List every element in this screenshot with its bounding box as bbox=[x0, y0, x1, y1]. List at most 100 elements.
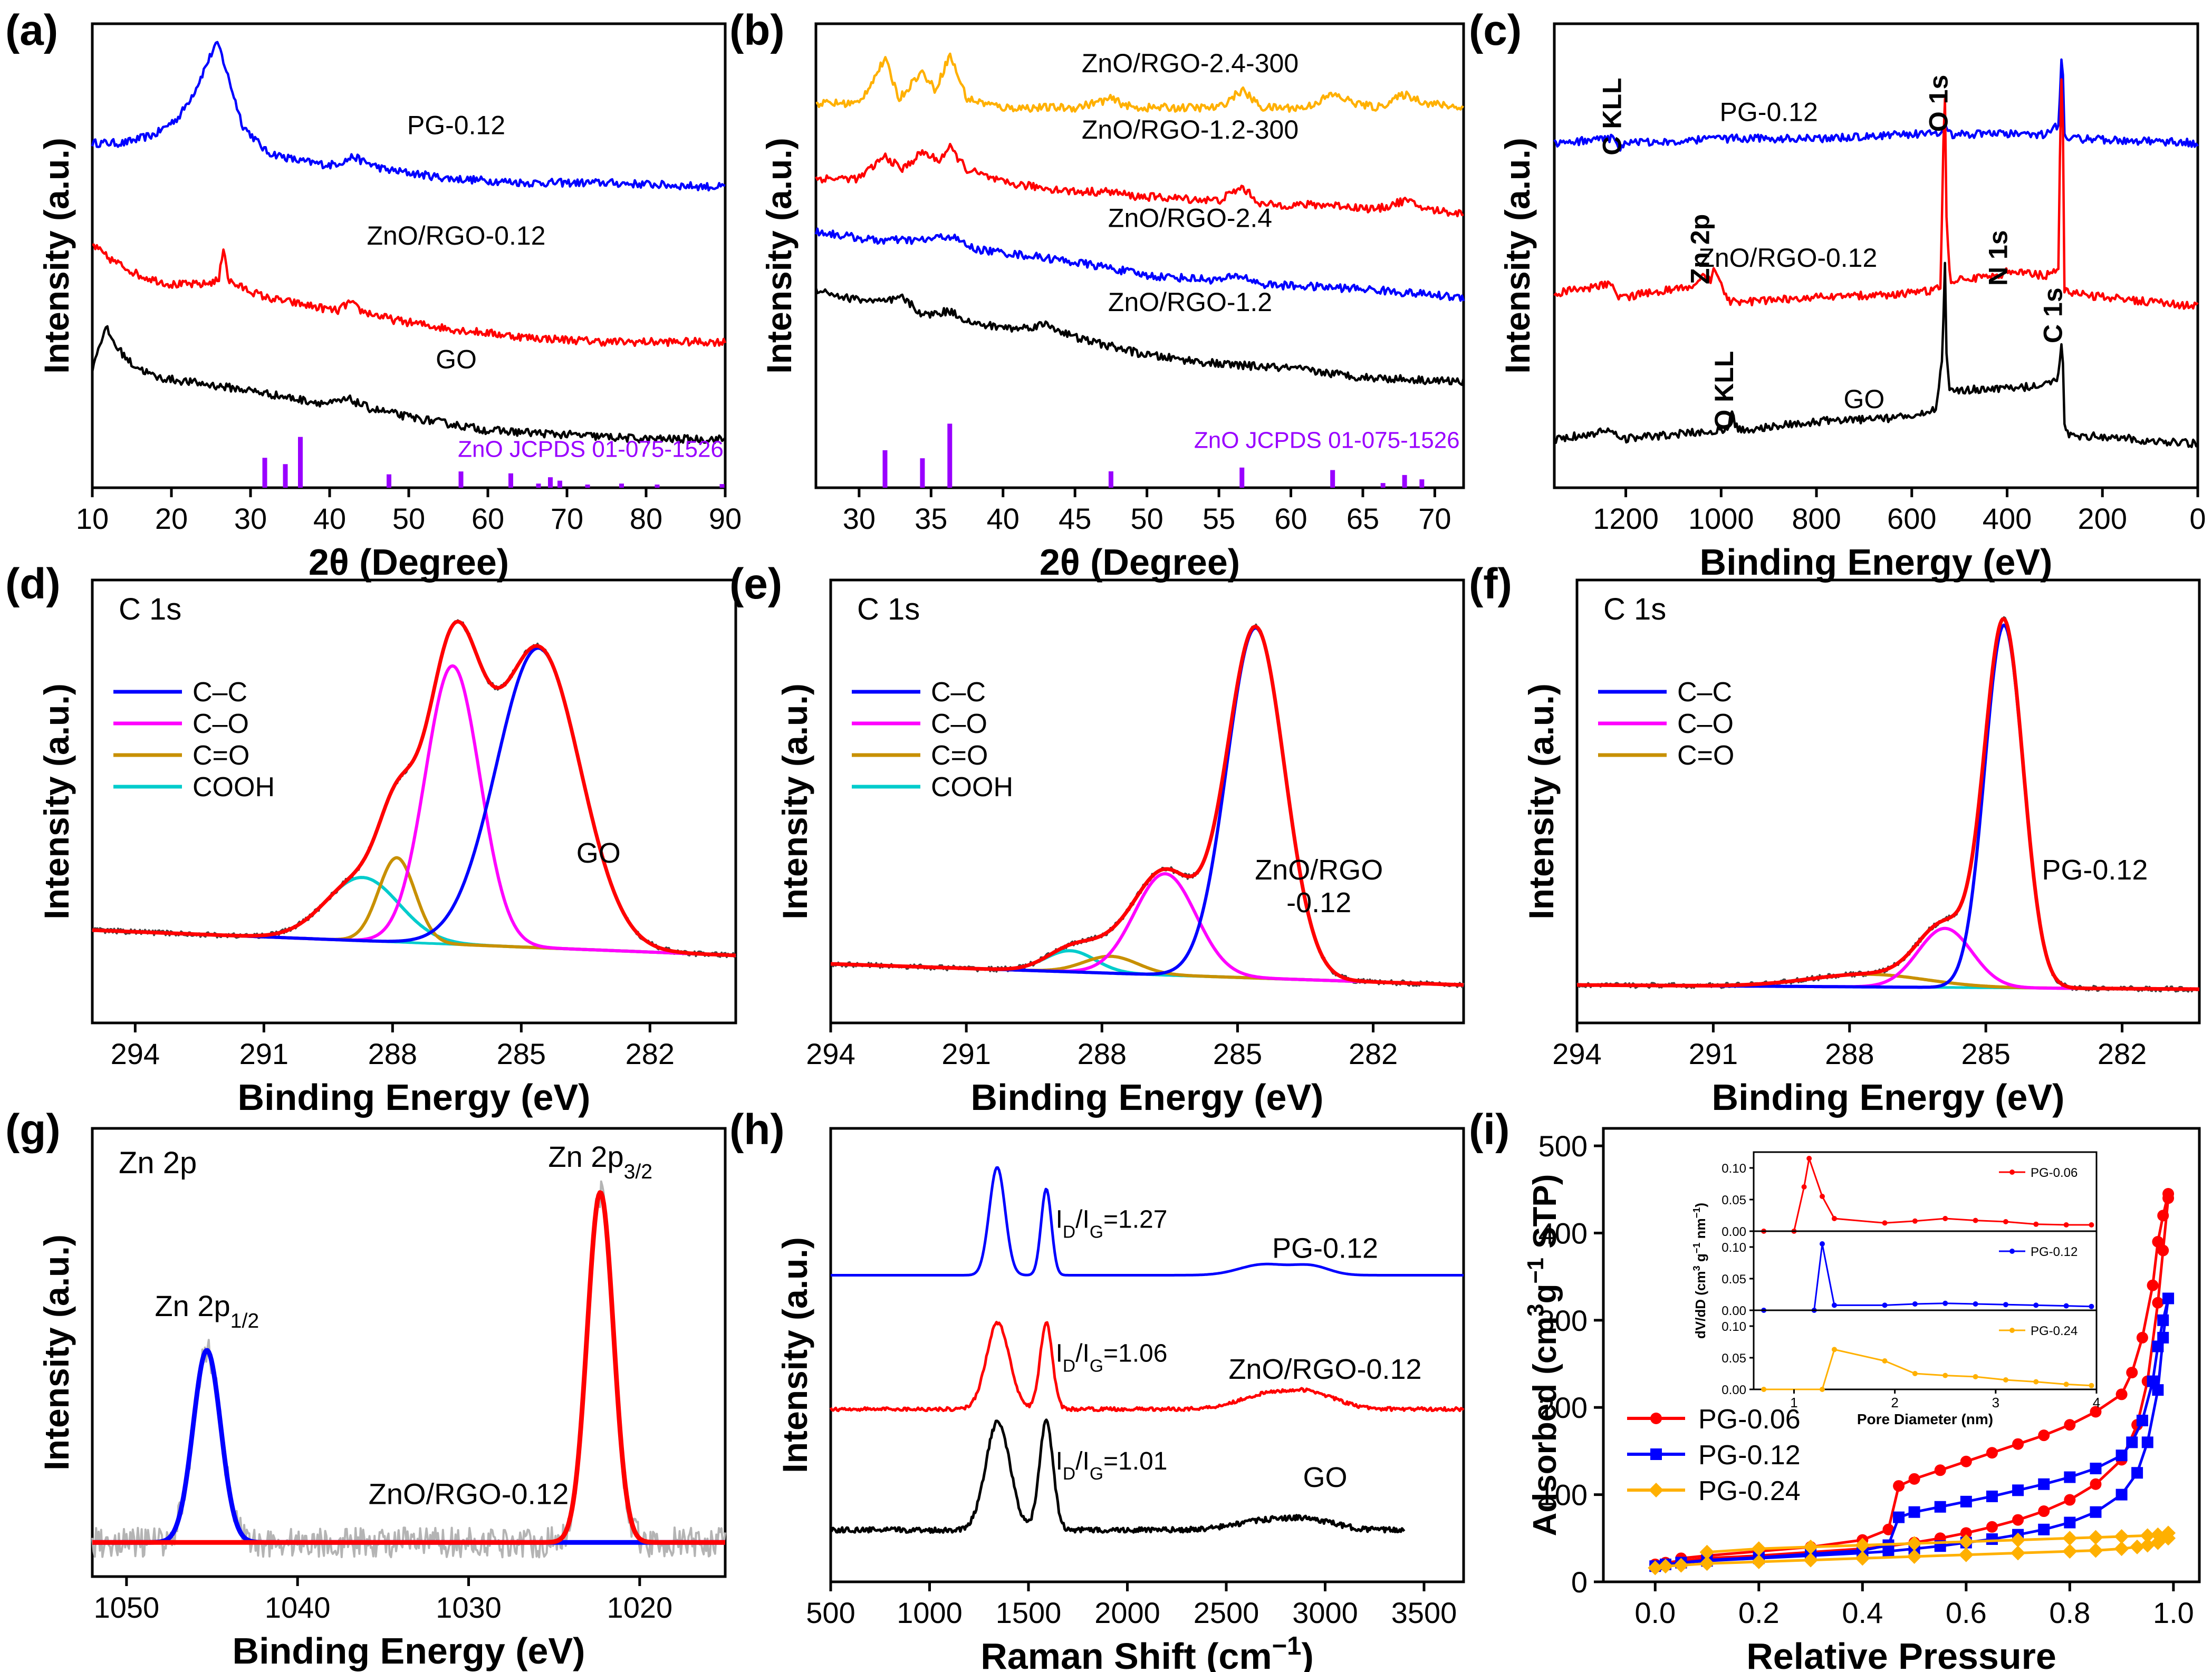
x-tick-label: 282 bbox=[1349, 1037, 1398, 1070]
annotation-label: N 1s bbox=[1984, 230, 2013, 286]
x-tick-label: 0.2 bbox=[1738, 1596, 1780, 1629]
x-axis-label: Raman Shift (cm−1) bbox=[980, 1632, 1314, 1672]
legend-label: PG-0.06 bbox=[1698, 1404, 1801, 1435]
series-line-go bbox=[91, 325, 726, 444]
x-tick-label: 60 bbox=[472, 502, 504, 535]
annotation-label: ZnO JCPDS 01-075-1526 bbox=[458, 436, 724, 462]
y-axis-label: Intensity (a.u.) bbox=[1522, 683, 1561, 919]
panel-label: (c) bbox=[1469, 6, 1522, 54]
chart-panel-c: 1200 1000 800 600 400 200 0 (c) Binding Energy (… bbox=[1469, 6, 2206, 583]
plot-frame bbox=[91, 1127, 727, 1578]
data-point bbox=[2088, 1543, 2103, 1558]
series-line-pg-0-12 bbox=[91, 41, 726, 192]
data-point bbox=[2150, 1527, 2166, 1542]
fit-component bbox=[1576, 926, 2200, 991]
intensity-ratio: ID/IG=1.06 bbox=[1056, 1339, 1168, 1376]
isotherm-adsorption bbox=[1655, 1198, 2170, 1566]
data-point bbox=[2011, 1545, 2026, 1561]
data-point bbox=[2062, 1531, 2078, 1546]
data-point bbox=[2090, 1478, 2102, 1490]
data-point bbox=[2140, 1538, 2155, 1553]
inset-data-point bbox=[1801, 1184, 1807, 1190]
x-axis-label: Binding Energy (eV) bbox=[1712, 1077, 2065, 1118]
data-point bbox=[1751, 1541, 1766, 1557]
peak-annotation: Zn 2p3/2 bbox=[548, 1140, 652, 1183]
x-tick-label: 294 bbox=[1552, 1037, 1601, 1070]
label-part: g bbox=[1692, 1253, 1708, 1265]
data-point bbox=[1986, 1490, 1998, 1502]
label-part: ZnO/RGO bbox=[1255, 854, 1383, 886]
y-axis-label: Intensity (a.u.) bbox=[759, 138, 799, 373]
data-point bbox=[2114, 1529, 2129, 1544]
series-line-zno-rgo-1-2-300 bbox=[815, 142, 1464, 218]
panel-label: (g) bbox=[5, 1106, 61, 1154]
data-point bbox=[2152, 1384, 2164, 1396]
plot-frame bbox=[91, 578, 737, 1025]
data-point bbox=[2141, 1436, 2153, 1448]
data-point bbox=[1893, 1480, 1905, 1492]
annotation-label: Zn 2p bbox=[1686, 214, 1715, 284]
inset-data-point bbox=[1806, 1156, 1812, 1161]
raman-spectrum bbox=[829, 1320, 1465, 1413]
data-point bbox=[2011, 1532, 2026, 1548]
inset-legend-label: PG-0.24 bbox=[2031, 1324, 2078, 1338]
data-point bbox=[2152, 1297, 2164, 1309]
legend-label: C=O bbox=[193, 740, 249, 771]
data-point bbox=[1960, 1527, 1972, 1539]
inset-y-tick-label: 0.00 bbox=[1721, 1225, 1746, 1239]
label-part: G bbox=[1090, 1464, 1103, 1484]
x-tick-label: 600 bbox=[1887, 502, 1936, 535]
annotation-label: O KLL bbox=[1709, 351, 1739, 430]
x-axis-label: Binding Energy (eV) bbox=[971, 1077, 1324, 1118]
x-tick-label: 282 bbox=[626, 1037, 675, 1070]
inset-x-tick-label: 1 bbox=[1790, 1395, 1797, 1410]
peak-annotation: Zn 2p1/2 bbox=[155, 1289, 259, 1332]
y-tick-label: 400 bbox=[1538, 1216, 1588, 1250]
annotation-label: ZnO JCPDS 01-075-1526 bbox=[1194, 428, 1460, 453]
experimental-curve bbox=[91, 619, 737, 959]
label-part: D bbox=[1063, 1356, 1075, 1376]
chart-panel-e: 294 291 288 285 282 (e) Binding Energy (eV) Int… bbox=[729, 560, 1465, 1118]
x-tick-label: 0.8 bbox=[2049, 1596, 2090, 1629]
inset-x-axis-label: Pore Diameter (nm) bbox=[1857, 1411, 1993, 1427]
label-part: ) bbox=[1692, 1203, 1708, 1207]
data-point bbox=[1650, 1413, 1662, 1424]
inset-pore-distribution: 0.00 0.05 0.10 PG-0.06 0.00 0.05 0.10 PG-0.12 0.… bbox=[1691, 1151, 2100, 1427]
annotation-label: ZnO/RGO-1.2 bbox=[1108, 287, 1272, 317]
inset-data-point bbox=[1831, 1347, 1837, 1352]
inset-data-point bbox=[1820, 1194, 1825, 1199]
chart-panel-f: 294 291 288 285 282 (f) Binding Energy (eV) Int… bbox=[1469, 560, 2201, 1118]
inset-data-point bbox=[1831, 1302, 1837, 1308]
label-part: I bbox=[1056, 1205, 1063, 1233]
data-point bbox=[2038, 1523, 2050, 1535]
series-line-zno-rgo-2-4-300 bbox=[815, 52, 1464, 113]
inset-data-point bbox=[1761, 1387, 1767, 1392]
data-point bbox=[2038, 1478, 2050, 1490]
data-point bbox=[2088, 1530, 2103, 1545]
inset-data-point bbox=[1973, 1217, 1978, 1223]
x-tick-label: 2500 bbox=[1194, 1596, 1259, 1629]
label-part: /I bbox=[1075, 1205, 1090, 1233]
chart-panel-a: 10 20 30 40 50 60 70 80 90 (a) 2θ (Degree) Intensit… bbox=[5, 6, 742, 583]
inset-data-point bbox=[1882, 1302, 1888, 1308]
inset-data-point bbox=[1973, 1374, 1978, 1379]
inset-y-tick-label: 0.00 bbox=[1721, 1383, 1746, 1397]
x-tick-label: 1500 bbox=[996, 1596, 1062, 1629]
fit-component bbox=[92, 646, 736, 957]
x-tick-label: 285 bbox=[1213, 1037, 1262, 1070]
x-tick-label: 400 bbox=[1983, 502, 2032, 535]
x-tick-label: 288 bbox=[1078, 1037, 1127, 1070]
y-tick-label: 200 bbox=[1538, 1391, 1588, 1424]
x-tick-label: 65 bbox=[1347, 502, 1379, 535]
data-point bbox=[2115, 1449, 2128, 1462]
x-tick-label: 0.6 bbox=[1946, 1596, 1987, 1629]
data-point bbox=[2012, 1514, 2024, 1526]
x-axis-label: 2θ (Degree) bbox=[309, 542, 509, 583]
x-tick-label: 60 bbox=[1274, 502, 1307, 535]
inset-frame bbox=[1753, 1151, 2098, 1390]
fit-envelope bbox=[91, 620, 737, 958]
data-point bbox=[2064, 1494, 2076, 1506]
panel-label: (b) bbox=[729, 6, 785, 54]
x-axis-label: Relative Pressure bbox=[1746, 1636, 2056, 1672]
